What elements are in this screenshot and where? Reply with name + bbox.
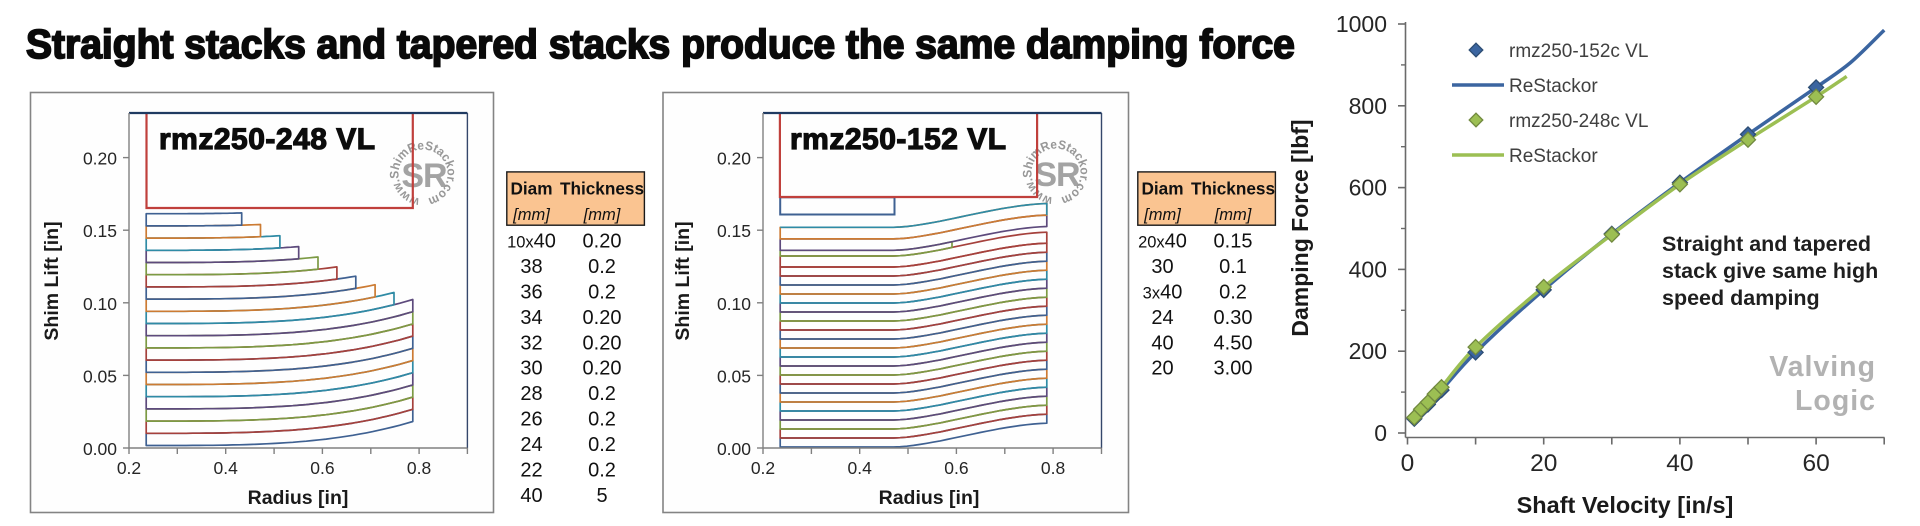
svg-text:0.10: 0.10	[83, 294, 117, 314]
svg-text:SR: SR	[1034, 156, 1080, 194]
svg-text:0.8: 0.8	[407, 458, 431, 478]
svg-text:speed damping: speed damping	[1662, 286, 1820, 310]
svg-text:0.05: 0.05	[717, 366, 751, 386]
svg-text:0.4: 0.4	[848, 458, 873, 478]
svg-text:0.2: 0.2	[588, 409, 616, 431]
svg-text:0.2: 0.2	[588, 460, 616, 482]
svg-text:0.20: 0.20	[583, 332, 622, 354]
svg-text:Shaft Velocity [in/s]: Shaft Velocity [in/s]	[1517, 492, 1734, 518]
svg-text:Radius [in]: Radius [in]	[248, 487, 349, 509]
svg-text:0.15: 0.15	[83, 221, 117, 241]
svg-text:Shim Lift [in]: Shim Lift [in]	[41, 221, 63, 340]
svg-text:rmz250-248c VL: rmz250-248c VL	[1509, 111, 1648, 132]
svg-text:0.20: 0.20	[717, 149, 751, 169]
svg-text:0.30: 0.30	[1214, 307, 1253, 329]
svg-text:0.20: 0.20	[583, 358, 622, 380]
svg-text:0: 0	[1374, 420, 1387, 446]
svg-text:0.2: 0.2	[588, 281, 616, 303]
svg-text:Shim Lift [in]: Shim Lift [in]	[672, 221, 694, 340]
svg-text:1000: 1000	[1336, 11, 1387, 37]
svg-text:20: 20	[1151, 358, 1173, 380]
svg-text:200: 200	[1349, 338, 1387, 364]
svg-text:Diam: Diam	[1141, 179, 1183, 199]
svg-text:Thickness: Thickness	[560, 179, 644, 199]
svg-text:40: 40	[520, 485, 542, 507]
svg-text:3.00: 3.00	[1214, 358, 1253, 380]
svg-text:0.15: 0.15	[717, 221, 751, 241]
svg-text:[mm]: [mm]	[512, 206, 550, 224]
svg-text:SR: SR	[401, 157, 447, 195]
svg-text:0.15: 0.15	[1214, 231, 1253, 253]
svg-text:400: 400	[1349, 256, 1387, 282]
svg-text:0.6: 0.6	[310, 458, 334, 478]
svg-text:24: 24	[520, 434, 542, 456]
svg-text:24: 24	[1151, 307, 1173, 329]
svg-text:Thickness: Thickness	[1191, 179, 1275, 199]
svg-text:800: 800	[1349, 93, 1387, 119]
svg-text:stack give same high: stack give same high	[1662, 259, 1878, 283]
svg-text:0: 0	[1401, 450, 1415, 477]
svg-text:0.20: 0.20	[83, 149, 117, 169]
svg-text:rmz250-152c VL: rmz250-152c VL	[1509, 41, 1648, 62]
svg-text:34: 34	[520, 307, 542, 329]
svg-text:4.50: 4.50	[1214, 332, 1253, 354]
svg-text:0.10: 0.10	[717, 294, 751, 314]
svg-text:Valving: Valving	[1769, 351, 1876, 383]
svg-text:0.00: 0.00	[717, 439, 751, 459]
svg-text:30: 30	[520, 358, 542, 380]
svg-text:Logic: Logic	[1795, 385, 1876, 417]
svg-text:60: 60	[1802, 450, 1829, 477]
svg-text:0.2: 0.2	[1219, 281, 1247, 303]
svg-text:0.05: 0.05	[83, 366, 117, 386]
svg-text:0.2: 0.2	[751, 458, 775, 478]
svg-text:600: 600	[1349, 175, 1387, 201]
svg-text:[mm]: [mm]	[1143, 206, 1181, 224]
svg-text:rmz250-248 VL: rmz250-248 VL	[159, 123, 376, 156]
svg-text:26: 26	[520, 409, 542, 431]
svg-text:3x40: 3x40	[1143, 281, 1183, 303]
svg-text:0.1: 0.1	[1219, 256, 1247, 278]
svg-text:[mm]: [mm]	[583, 206, 621, 224]
svg-text:0.2: 0.2	[588, 383, 616, 405]
svg-text:0.20: 0.20	[583, 307, 622, 329]
svg-text:30: 30	[1151, 256, 1173, 278]
svg-text:0.00: 0.00	[83, 439, 117, 459]
svg-text:ReStackor: ReStackor	[1509, 146, 1598, 167]
svg-text:0.2: 0.2	[117, 458, 141, 478]
svg-text:5: 5	[596, 485, 607, 507]
svg-text:0.20: 0.20	[583, 231, 622, 253]
svg-text:0.6: 0.6	[944, 458, 968, 478]
svg-text:0.8: 0.8	[1041, 458, 1065, 478]
svg-text:0.4: 0.4	[214, 458, 239, 478]
svg-text:ReStackor: ReStackor	[1509, 76, 1598, 97]
svg-text:Damping Force [lbf]: Damping Force [lbf]	[1287, 119, 1313, 336]
svg-text:22: 22	[520, 460, 542, 482]
svg-text:0.2: 0.2	[588, 434, 616, 456]
svg-text:40: 40	[1666, 450, 1693, 477]
svg-text:Straight and tapered: Straight and tapered	[1662, 232, 1871, 256]
svg-text:10x40: 10x40	[507, 231, 556, 253]
svg-text:38: 38	[520, 256, 542, 278]
svg-text:20x40: 20x40	[1138, 231, 1187, 253]
svg-text:[mm]: [mm]	[1214, 206, 1252, 224]
svg-text:40: 40	[1151, 332, 1173, 354]
svg-text:Radius [in]: Radius [in]	[879, 487, 980, 509]
svg-text:20: 20	[1530, 450, 1557, 477]
svg-text:Diam: Diam	[510, 179, 552, 199]
svg-text:36: 36	[520, 281, 542, 303]
svg-text:rmz250-152 VL: rmz250-152 VL	[790, 123, 1007, 156]
svg-text:Straight stacks and tapered st: Straight stacks and tapered stacks produ…	[26, 22, 1295, 67]
svg-text:0.2: 0.2	[588, 256, 616, 278]
svg-text:32: 32	[520, 332, 542, 354]
svg-text:28: 28	[520, 383, 542, 405]
